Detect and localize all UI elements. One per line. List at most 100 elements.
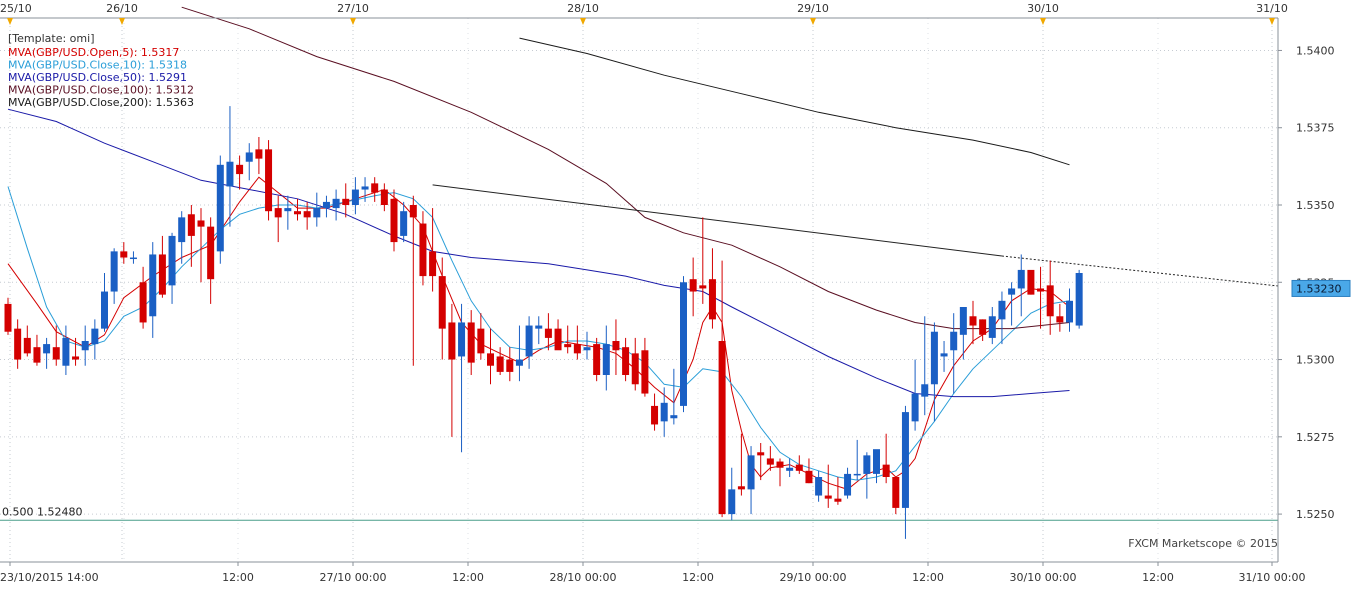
fibonacci-level: 0.500 1.52480 xyxy=(0,505,1278,521)
candle-body xyxy=(979,319,987,335)
date-marker-icon xyxy=(810,18,816,25)
candle xyxy=(670,368,678,425)
candle xyxy=(342,183,350,218)
candle xyxy=(467,310,475,375)
candle xyxy=(515,325,523,382)
candle-body xyxy=(409,205,417,218)
candle xyxy=(930,322,938,422)
candle-body xyxy=(815,477,823,496)
ma-line-5 xyxy=(519,37,1070,166)
top-date-label: 25/10 xyxy=(0,2,32,15)
date-marker-icon xyxy=(350,18,356,25)
candle xyxy=(718,260,726,518)
candle-body xyxy=(892,477,900,508)
top-date-label: 26/10 xyxy=(106,2,138,15)
candle xyxy=(689,257,697,317)
candle xyxy=(274,195,282,243)
candle-body xyxy=(737,486,745,490)
candle xyxy=(554,319,562,351)
candle-body xyxy=(448,322,456,360)
candle xyxy=(245,143,253,181)
candle-body xyxy=(110,251,118,292)
time-tick-label: 12:00 xyxy=(1142,571,1174,584)
candle xyxy=(438,257,446,360)
candle-body xyxy=(380,189,388,205)
candle xyxy=(1066,288,1073,332)
candle-body xyxy=(255,149,263,159)
candle xyxy=(1008,282,1016,326)
candle xyxy=(294,198,301,221)
candle xyxy=(892,477,900,515)
price-tick-label: 1.5275 xyxy=(1296,431,1335,444)
candle-body xyxy=(901,412,909,508)
candle xyxy=(23,325,31,357)
candle-body xyxy=(149,254,157,317)
candle xyxy=(284,195,292,230)
indicator-legend-entry: MVA(GBP/USD.Open,5): 1.5317 xyxy=(8,46,179,59)
candle-body xyxy=(554,328,562,351)
candle xyxy=(776,458,784,487)
time-tick-label: 31/10 00:00 xyxy=(1239,571,1306,584)
candle xyxy=(998,291,1006,345)
candle xyxy=(602,325,610,391)
candle xyxy=(882,433,890,484)
candle-body xyxy=(52,347,60,360)
candle xyxy=(207,217,215,304)
candle-body xyxy=(1066,300,1073,323)
candle-body xyxy=(274,208,282,218)
candle xyxy=(805,458,813,484)
candle-body xyxy=(322,201,330,209)
candle xyxy=(708,248,716,329)
candle xyxy=(62,325,70,375)
candle-body xyxy=(1027,269,1035,295)
candle-body xyxy=(284,208,292,212)
candle xyxy=(1027,269,1035,295)
time-tick-label: 12:00 xyxy=(452,571,484,584)
candle xyxy=(786,458,794,477)
candle-body xyxy=(207,226,215,280)
candle-body xyxy=(757,452,765,456)
candle xyxy=(593,337,601,382)
candle-body xyxy=(921,384,929,397)
candle-body xyxy=(612,341,620,351)
candle xyxy=(921,316,929,416)
candle xyxy=(544,313,552,351)
candle-body xyxy=(33,347,41,363)
time-tick-label: 12:00 xyxy=(912,571,944,584)
candle-body xyxy=(496,356,504,372)
candle-body xyxy=(477,328,485,354)
candle-body xyxy=(525,325,533,357)
candle-body xyxy=(187,214,195,236)
candle-body xyxy=(506,359,514,372)
date-marker-icon xyxy=(580,18,586,25)
candle-body xyxy=(689,279,697,292)
current-price-box xyxy=(1291,279,1351,297)
template-label: [Template: omi] xyxy=(8,32,94,45)
candle-body xyxy=(43,344,51,354)
candle xyxy=(757,443,765,481)
candle xyxy=(197,208,205,283)
candle-body xyxy=(805,470,813,484)
candle xyxy=(631,337,639,391)
candle-body xyxy=(81,341,89,351)
candle-body xyxy=(573,344,581,354)
candle xyxy=(487,328,494,385)
price-tick-label: 1.5250 xyxy=(1296,508,1335,521)
candle xyxy=(853,439,861,481)
candle-body xyxy=(361,186,369,190)
top-date-label: 31/10 xyxy=(1256,2,1288,15)
candle-body xyxy=(631,353,639,385)
candle-body xyxy=(265,149,273,212)
candle-body xyxy=(824,495,832,499)
candle-body xyxy=(602,344,610,375)
indicator-legend-entry: MVA(GBP/USD.Close,50): 1.5291 xyxy=(8,71,187,84)
trendline[interactable] xyxy=(432,184,1279,287)
candle xyxy=(506,347,514,382)
candle-body xyxy=(660,402,668,422)
candle-body xyxy=(390,198,398,243)
date-marker-icon xyxy=(119,18,125,25)
time-tick-label: 29/10 00:00 xyxy=(780,571,847,584)
candle xyxy=(168,232,176,304)
candle xyxy=(1017,254,1025,317)
